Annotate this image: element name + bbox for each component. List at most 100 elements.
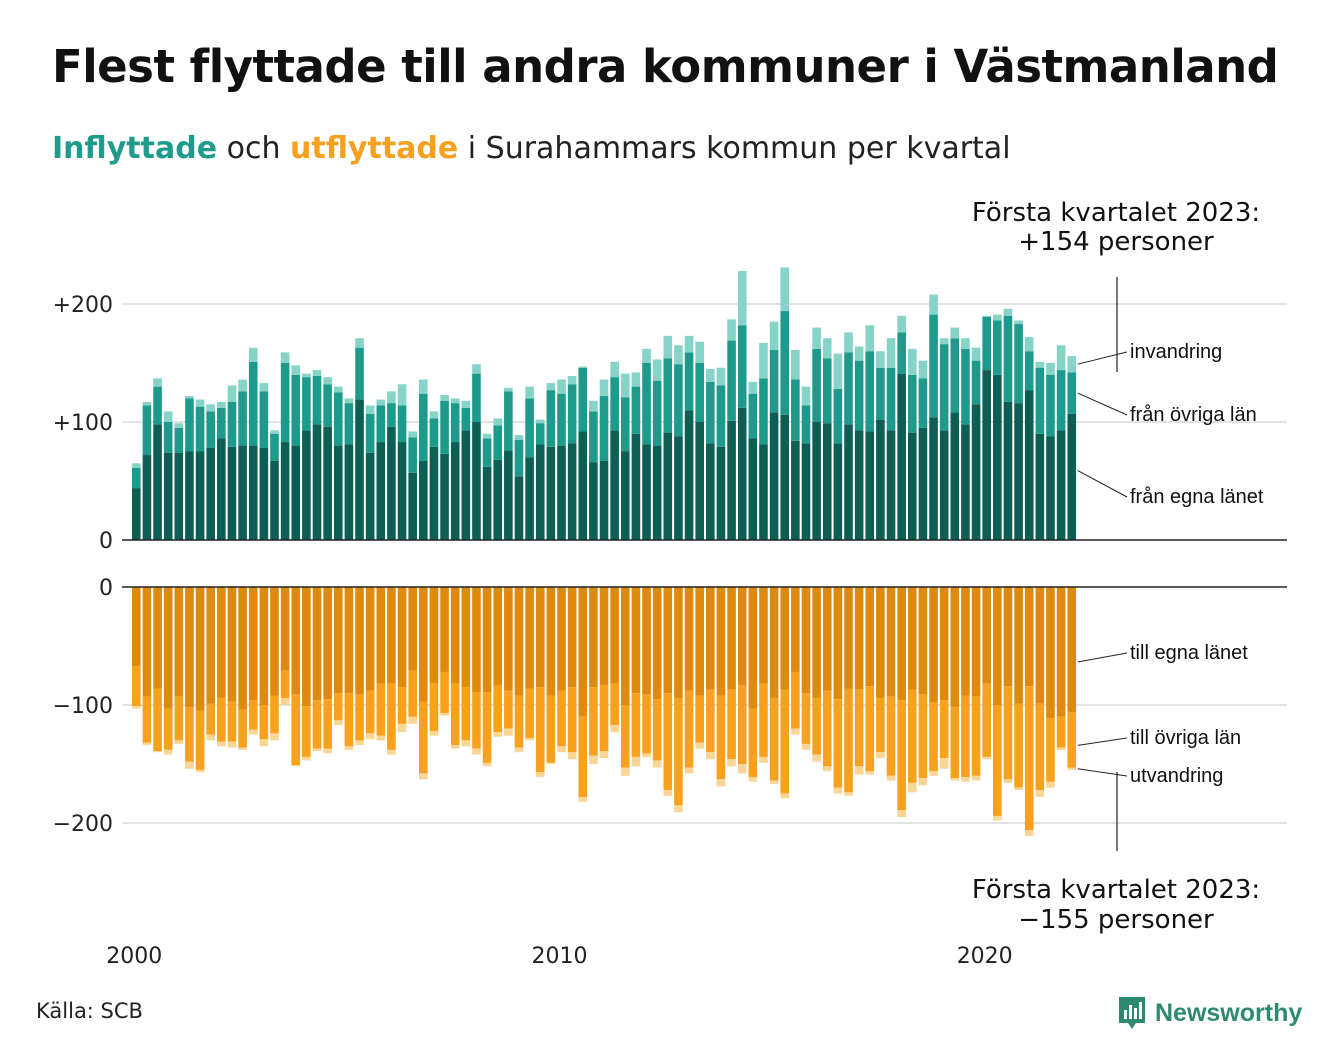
inflow-bar-ovriga-lan — [844, 352, 853, 425]
inflow-bar-ovriga-lan — [557, 393, 566, 446]
inflow-bar-ovriga-lan — [876, 367, 885, 420]
newsworthy-bar-chart-icon — [1119, 997, 1145, 1029]
inflow-bar-eget-lan — [982, 370, 991, 540]
inflow-bar-eget-lan — [950, 412, 960, 540]
outflow-bar-utvandring — [238, 747, 247, 750]
outflow-bar-ovriga-lan — [780, 689, 790, 794]
outflow-bar-egna-lanet — [897, 587, 906, 701]
outflow-bar-egna-lanet — [982, 587, 991, 684]
y-tick-label-bottom: 0 — [99, 576, 113, 601]
inflow-bar-eget-lan — [132, 488, 141, 540]
inflow-bar-ovriga-lan — [185, 398, 194, 452]
outflow-bar-utvandring — [620, 767, 630, 776]
outflow-bar-utvandring — [333, 720, 343, 726]
chart-subtitle: Inflyttade och utflyttade i Surahammars … — [52, 131, 1011, 166]
inflow-bar-ovriga-lan — [780, 311, 790, 415]
inflow-bar-ovriga-lan — [546, 390, 556, 447]
outflow-bar-ovriga-lan — [652, 699, 662, 761]
inflow-bar-invandring — [1046, 363, 1055, 375]
inflow-bar-ovriga-lan — [419, 393, 428, 461]
outflow-bar-utvandring — [546, 762, 556, 764]
x-tick-label: 2020 — [957, 944, 1013, 969]
outflow-bar-utvandring — [355, 740, 364, 746]
inflow-bar-eget-lan — [333, 445, 343, 540]
inflow-bar-eget-lan — [918, 427, 928, 540]
inflow-segment-label: från egna länet — [1130, 486, 1264, 508]
inflow-bar-invandring — [280, 352, 290, 363]
outflow-bar-egna-lanet — [854, 587, 864, 690]
inflow-bar-eget-lan — [589, 462, 598, 540]
inflow-bar-ovriga-lan — [280, 363, 290, 443]
outflow-bar-egna-lanet — [344, 587, 354, 694]
inflow-bar-eget-lan — [886, 430, 896, 540]
outflow-bar-egna-lanet — [652, 587, 662, 700]
outflow-bar-utvandring — [291, 765, 301, 767]
outflow-bar-egna-lanet — [312, 587, 322, 701]
annotation-bottom-line2: −155 personer — [1018, 905, 1214, 935]
inflow-bar-invandring — [153, 378, 162, 387]
label-tick — [1077, 652, 1128, 663]
inflow-bar-invandring — [1035, 361, 1045, 368]
outflow-bar-ovriga-lan — [759, 683, 768, 757]
inflow-bar-ovriga-lan — [217, 407, 226, 439]
outflow-bar-ovriga-lan — [748, 708, 758, 777]
inflow-bar-invandring — [791, 350, 800, 380]
inflow-bar-invandring — [663, 335, 673, 359]
inflow-bar-eget-lan — [174, 452, 184, 540]
inflow-bar-eget-lan — [248, 445, 258, 540]
outflow-bar-egna-lanet — [450, 587, 460, 684]
outflow-bar-utvandring — [493, 732, 503, 737]
outflow-bar-utvandring — [982, 756, 991, 760]
inflow-bar-invandring — [333, 386, 343, 393]
inflow-bar-ovriga-lan — [535, 423, 545, 445]
inflow-bar-invandring — [737, 270, 747, 326]
outflow-bar-utvandring — [897, 810, 906, 818]
inflow-bar-ovriga-lan — [854, 360, 864, 431]
inflow-bar-invandring — [142, 401, 152, 406]
inflow-bar-invandring — [620, 373, 630, 398]
outflow-bar-egna-lanet — [270, 587, 279, 696]
inflow-bar-ovriga-lan — [365, 413, 375, 453]
outflow-bar-ovriga-lan — [631, 693, 641, 757]
outflow-bar-ovriga-lan — [599, 684, 609, 752]
outflow-bar-egna-lanet — [1024, 587, 1034, 687]
inflow-bar-ovriga-lan — [525, 398, 534, 458]
inflow-bar-invandring — [195, 399, 205, 407]
inflow-bar-ovriga-lan — [323, 384, 332, 427]
outflow-bar-egna-lanet — [217, 587, 226, 698]
inflow-bar-invandring — [833, 353, 843, 389]
inflow-bar-eget-lan — [365, 452, 375, 540]
inflow-bar-invandring — [1024, 337, 1034, 352]
outflow-bar-egna-lanet — [791, 587, 800, 672]
outflow-bar-utvandring — [642, 753, 651, 757]
label-tick — [1077, 470, 1128, 498]
inflow-bar-invandring — [461, 400, 471, 408]
inflow-bar-eget-lan — [620, 451, 630, 540]
outflow-bar-ovriga-lan — [950, 707, 960, 779]
inflow-bar-invandring — [440, 394, 449, 401]
inflow-bar-eget-lan — [642, 444, 651, 540]
inflow-bar-ovriga-lan — [270, 433, 279, 461]
inflow-bar-invandring — [482, 433, 492, 439]
inflow-bar-eget-lan — [440, 453, 449, 540]
inflow-bar-ovriga-lan — [684, 352, 694, 411]
outflow-bar-ovriga-lan — [865, 686, 875, 772]
inflow-bar-eget-lan — [142, 455, 152, 540]
inflow-bar-ovriga-lan — [195, 406, 205, 452]
inflow-bar-invandring — [876, 351, 885, 368]
inflow-bar-invandring — [854, 346, 864, 361]
outflow-bar-egna-lanet — [1035, 587, 1045, 704]
outflow-bar-ovriga-lan — [918, 694, 928, 779]
y-tick-label-bottom: −100 — [53, 694, 113, 719]
inflow-bar-eget-lan — [323, 426, 332, 540]
outflow-bar-egna-lanet — [1003, 587, 1013, 687]
outflow-bar-egna-lanet — [950, 587, 960, 708]
inflow-bar-ovriga-lan — [748, 393, 758, 439]
inflow-bar-invandring — [982, 315, 991, 317]
inflow-bar-eget-lan — [429, 446, 439, 540]
outflow-bar-ovriga-lan — [833, 699, 843, 788]
outflow-bar-ovriga-lan — [195, 710, 205, 770]
outflow-bar-utvandring — [195, 769, 205, 773]
inflow-bar-ovriga-lan — [674, 364, 683, 437]
outflow-bar-egna-lanet — [684, 587, 694, 691]
